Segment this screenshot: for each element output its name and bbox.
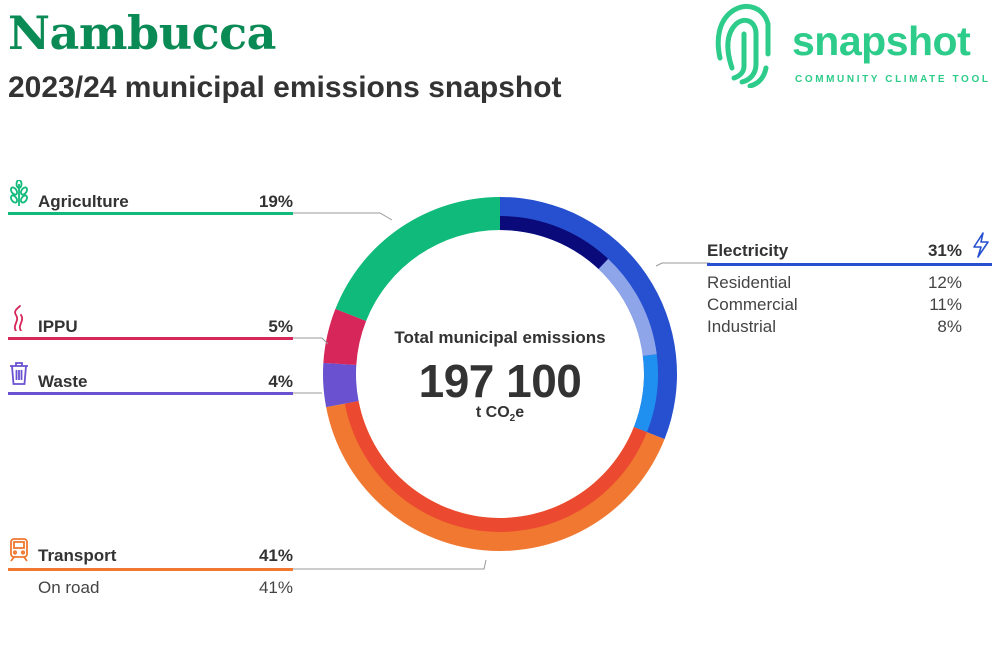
ippu-percent: 5% xyxy=(268,317,293,336)
transport-leader-line xyxy=(292,559,487,570)
electricity-underline xyxy=(707,263,992,266)
ippu-underline xyxy=(8,337,293,340)
subsector-percent: 12% xyxy=(927,273,962,292)
emissions-unit: t CO2e xyxy=(370,404,630,424)
slice-agriculture xyxy=(335,196,500,321)
page-title: Nambucca xyxy=(8,6,276,60)
agriculture-label: Agriculture xyxy=(38,192,129,211)
electricity-leader-line xyxy=(655,262,710,267)
sector-transport: Transport 41% On road 41% xyxy=(8,536,293,600)
lightning-icon xyxy=(973,232,989,258)
train-icon xyxy=(10,538,28,562)
subslice-commercial xyxy=(598,258,657,356)
unit-prefix: t CO xyxy=(475,404,510,421)
sector-ippu: IPPU 5% xyxy=(8,305,293,345)
center-label: Total municipal emissions xyxy=(394,328,606,347)
subsector-label: Industrial xyxy=(707,317,776,336)
ippu-leader-line xyxy=(292,337,329,345)
unit-suffix: e xyxy=(515,404,525,421)
transport-underline xyxy=(8,568,293,571)
agriculture-percent: 19% xyxy=(258,192,293,211)
subslice-on-road xyxy=(344,400,647,532)
waste-percent: 4% xyxy=(268,372,293,391)
slice-ippu xyxy=(323,308,367,365)
sector-electricity: Electricity 31% Residential 12% Commercial… xyxy=(707,232,992,342)
sector-waste: Waste 4% xyxy=(8,360,293,400)
leader-lines xyxy=(292,212,710,570)
transport-label: Transport xyxy=(38,546,117,565)
ippu-label: IPPU xyxy=(38,317,78,336)
logo-tagline: COMMUNITY CLIMATE TOOL xyxy=(795,74,991,85)
agriculture-leader-line xyxy=(292,212,393,221)
page-subtitle: 2023/24 municipal emissions snapshot xyxy=(8,71,562,104)
subsector-percent: 8% xyxy=(937,317,962,336)
slice-electricity xyxy=(500,197,677,440)
subsector-label: Residential xyxy=(707,273,792,292)
subslice-residential xyxy=(500,216,609,270)
trash-bin-icon xyxy=(10,362,28,385)
agriculture-underline xyxy=(8,212,293,215)
subsector-label: Commercial xyxy=(707,295,798,314)
waste-underline xyxy=(8,392,293,395)
subsector-percent: 11% xyxy=(929,295,962,314)
smoke-icon xyxy=(13,305,24,331)
slice-transport xyxy=(326,400,665,552)
subslice-industrial xyxy=(633,354,658,433)
electricity-percent: 31% xyxy=(927,241,962,260)
transport-percent: 41% xyxy=(258,546,293,565)
snapshot-logo: snapshot COMMUNITY CLIMATE TOOL xyxy=(712,0,1000,92)
electricity-label: Electricity xyxy=(707,241,789,260)
wheat-icon xyxy=(10,180,28,206)
total-emissions-value: 197 100 xyxy=(418,355,582,407)
unit-subscript: 2 xyxy=(509,413,516,425)
fingerprint-logo-icon xyxy=(715,4,771,88)
subsector-label: On road xyxy=(38,578,100,597)
waste-label: Waste xyxy=(38,372,88,391)
logo-wordmark: snapshot xyxy=(792,18,971,64)
slice-waste xyxy=(323,362,359,408)
subsector-percent: 41% xyxy=(258,578,293,597)
sector-agriculture: Agriculture 19% xyxy=(8,180,293,220)
